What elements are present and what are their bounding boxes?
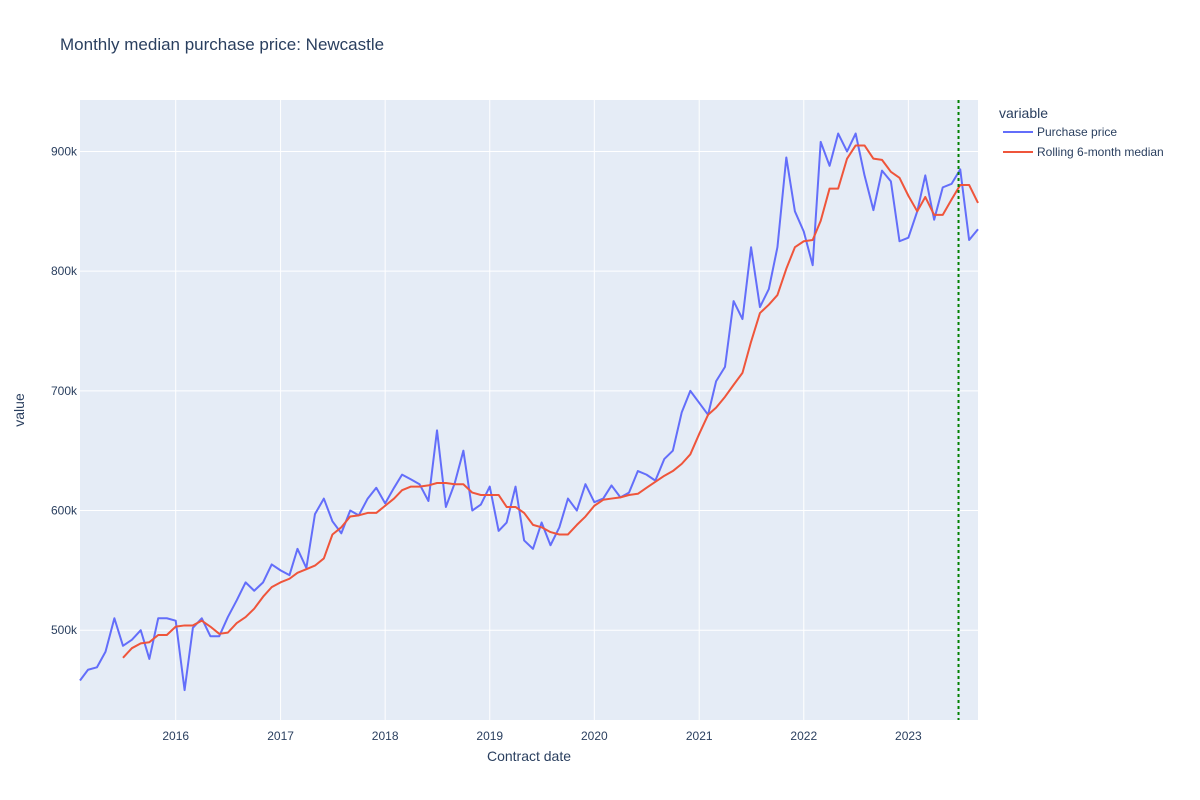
series-line-purchase-price [79, 132, 979, 692]
x-tick-label: 2019 [476, 729, 503, 743]
series-layer [79, 100, 979, 720]
grid [80, 100, 978, 720]
x-axis-title: Contract date [487, 748, 571, 764]
legend: variable Purchase price Rolling 6-month m… [999, 105, 1164, 159]
y-tick-label: 700k [51, 384, 78, 398]
legend-label: Rolling 6-month median [1037, 145, 1164, 159]
x-tick-label: 2022 [790, 729, 817, 743]
y-tick-label: 600k [51, 504, 78, 518]
plot-area [80, 100, 978, 720]
x-tick-label: 2020 [581, 729, 608, 743]
x-axis-ticks: 2016 2017 2018 2019 2020 2021 2022 2023 [162, 729, 922, 743]
legend-title: variable [999, 105, 1048, 121]
x-tick-label: 2021 [686, 729, 713, 743]
x-tick-label: 2017 [267, 729, 294, 743]
y-axis-title: value [11, 393, 27, 427]
x-tick-label: 2018 [372, 729, 399, 743]
legend-label: Purchase price [1037, 125, 1117, 139]
x-tick-label: 2016 [162, 729, 189, 743]
series-line-rolling-6-month-median [122, 144, 979, 659]
y-axis-ticks: 500k 600k 700k 800k 900k [51, 144, 78, 637]
y-tick-label: 900k [51, 144, 78, 158]
y-tick-label: 800k [51, 264, 78, 278]
y-tick-label: 500k [51, 623, 78, 637]
chart-title: Monthly median purchase price: Newcastle [60, 35, 384, 54]
legend-items: Purchase price Rolling 6-month median [1003, 125, 1164, 159]
x-tick-label: 2023 [895, 729, 922, 743]
